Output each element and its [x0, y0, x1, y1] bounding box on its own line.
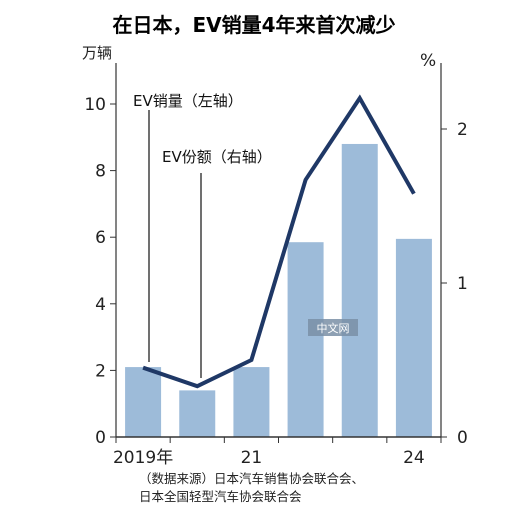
line-series	[142, 94, 416, 389]
annotation-sales: EV销量（左轴）	[133, 92, 243, 110]
bar-2020	[179, 390, 216, 437]
right-tick-label-0: 0	[457, 428, 468, 448]
axes	[115, 63, 442, 438]
bar-2023	[341, 143, 378, 437]
bar-2021	[233, 367, 270, 437]
source-line-1: （数据来源）日本汽车销售协会联合会、	[139, 471, 364, 486]
bar-2019	[125, 367, 162, 437]
x-tick-label-2019: 2019年	[113, 448, 173, 468]
left-tick-label-8: 8	[95, 162, 106, 182]
watermark-box	[308, 319, 358, 336]
x-tick-label-2021: 21	[241, 448, 263, 468]
left-tick-label-4: 4	[95, 295, 106, 315]
x-tick-label-2024: 24	[403, 448, 425, 468]
left-tick-label-0: 0	[95, 428, 106, 448]
left-tick-label-10: 10	[84, 95, 106, 115]
bar-2024	[395, 238, 432, 437]
bar-series	[125, 143, 432, 437]
left-axis-ticks: 0 2 4 6 8 10	[84, 95, 116, 448]
source-line-2: 日本全国轻型汽车协会联合会	[139, 489, 302, 504]
annotation-share: EV份额（右轴）	[162, 148, 272, 166]
right-axis-unit: %	[420, 51, 436, 71]
left-tick-label-6: 6	[95, 228, 106, 248]
chart-title: 在日本，EV销量4年来首次减少	[112, 13, 395, 37]
left-axis-unit: 万辆	[82, 44, 112, 62]
bar-2022	[287, 242, 324, 437]
right-tick-label-1: 1	[457, 274, 468, 294]
x-axis-ticks: 2019年 21 24	[113, 437, 442, 468]
watermark-text: 中文网	[317, 321, 350, 335]
right-axis-ticks: 0 1 2	[441, 120, 468, 448]
share-line	[142, 94, 416, 389]
right-tick-label-2: 2	[457, 120, 468, 140]
left-tick-label-2: 2	[95, 361, 106, 381]
watermark: 中文网	[308, 319, 358, 336]
legend-annotations: EV销量（左轴） EV份额（右轴）	[133, 92, 272, 378]
